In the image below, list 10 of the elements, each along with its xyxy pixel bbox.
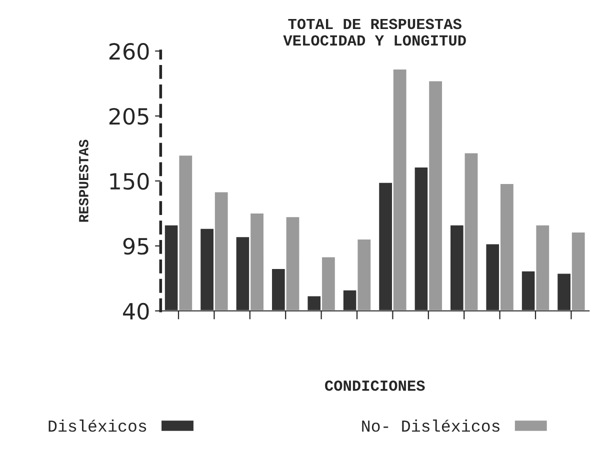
legend-label: No- Disléxicos	[362, 420, 500, 432]
y-tick-label: 95	[123, 238, 148, 255]
y-tick-label: 205	[109, 108, 148, 125]
y-tick-label: 260	[109, 42, 149, 60]
y-tick-label: 150	[110, 172, 149, 190]
y-tick-label: 40	[123, 302, 149, 320]
y-axis-title: RESPUESTAS	[78, 140, 88, 222]
x-axis-title: CONDICIONES	[325, 380, 425, 391]
chart-title: TOTAL DE RESPUESTAS VELOCIDAD Y LONGITUD	[283, 18, 466, 46]
legend-label: Disléxicos	[48, 420, 146, 432]
